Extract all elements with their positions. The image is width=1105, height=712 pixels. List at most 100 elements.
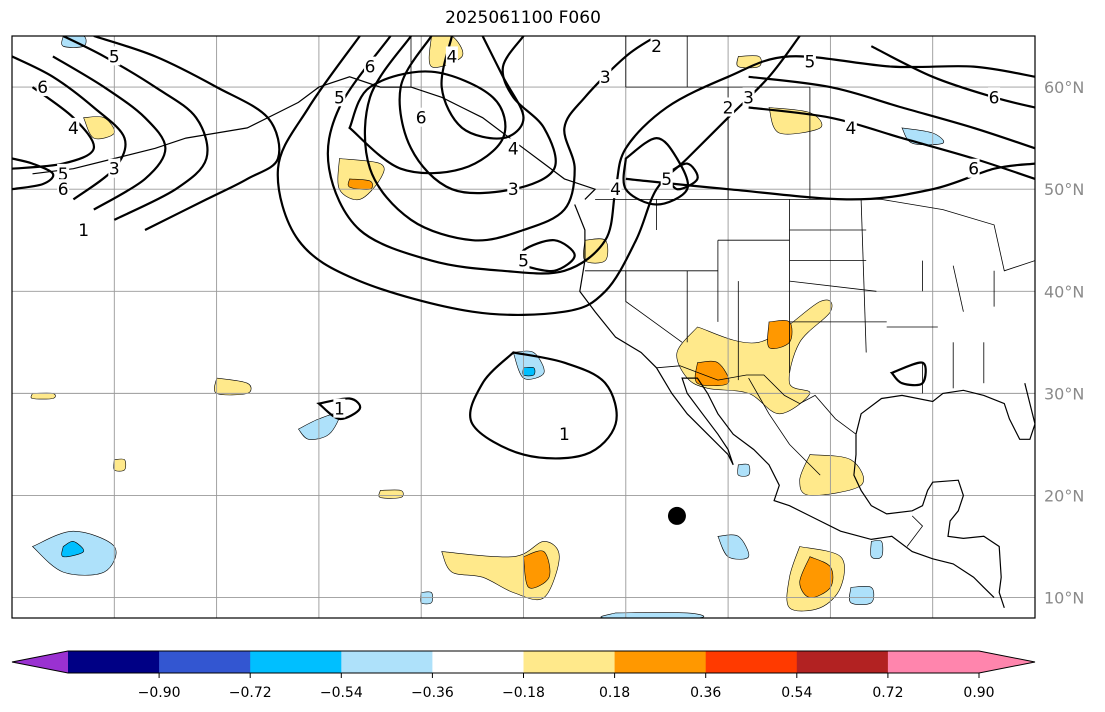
shaded-region [113, 458, 127, 472]
shaded-region [522, 367, 536, 377]
marker-layer [667, 506, 686, 525]
contour-label-knockout [507, 179, 520, 199]
contour-label-knockout [844, 117, 857, 137]
shaded-region [849, 585, 875, 605]
longitude-tick-label: 150°W [292, 627, 347, 630]
colorbar-tick-label: 0.72 [872, 685, 903, 701]
contour-label: 4 [845, 119, 856, 139]
contour-line-1 [889, 361, 927, 387]
contour-label-knockout [609, 179, 622, 199]
contour-line-5 [665, 162, 699, 191]
political-border [625, 270, 683, 343]
contour-label: 1 [78, 221, 89, 241]
shaded-region [30, 392, 56, 400]
colorbar-segment [887, 651, 980, 673]
colorbar-tick-label: 0.90 [963, 685, 994, 701]
contour-line-3 [52, 55, 167, 211]
contour-label-knockout [57, 163, 70, 183]
contour-label: 5 [518, 252, 529, 272]
shaded-field-layer [30, 36, 945, 618]
contour-label: 4 [446, 47, 457, 67]
contour-label-knockout [722, 97, 735, 117]
political-border [952, 265, 964, 312]
coastline [32, 76, 597, 200]
contour-label: 1 [559, 425, 570, 445]
contour-label: 4 [610, 180, 621, 200]
shaded-region [870, 540, 884, 559]
contour-label: 3 [109, 160, 120, 180]
contour-label: 5 [58, 165, 69, 185]
contour-line-6 [348, 70, 507, 175]
colorbar-tick-label: −0.18 [502, 685, 545, 701]
contour-label: 6 [365, 58, 376, 78]
contour-label-knockout [108, 158, 121, 178]
contour-label: 6 [37, 78, 48, 98]
contour-label: 2 [723, 98, 734, 118]
colorbar-segment [250, 651, 342, 673]
contour-label-knockout [988, 87, 1001, 107]
latitude-tick-label: 60°N [1044, 78, 1084, 97]
latitude-tick-label: 40°N [1044, 282, 1084, 301]
colorbar-segment [68, 651, 160, 673]
colorbar-tick-label: 0.36 [690, 685, 721, 701]
colorbar-segment [614, 651, 707, 673]
political-border [656, 365, 857, 435]
contour-label-knockout [333, 398, 346, 418]
longitude-tick-label: 120°W [599, 627, 654, 630]
longitude-tick-label: 90°W [911, 627, 955, 630]
storm-center-marker [667, 506, 686, 525]
contour-label-knockout [967, 158, 980, 178]
contour-label-knockout [67, 117, 80, 137]
contour-label-knockout [57, 179, 70, 199]
colorbar-segment [796, 651, 889, 673]
contour-label-knockout [558, 424, 571, 444]
map-title: 2025061100 F060 [445, 8, 601, 28]
contour-label-knockout [650, 36, 663, 56]
coastline-layer [32, 76, 1035, 608]
contour-line-5 [12, 86, 95, 170]
political-border [860, 199, 867, 353]
colorbar-tick-label: 0.18 [599, 685, 630, 701]
shaded-region [61, 541, 85, 558]
latitude-tick-label: 20°N [1044, 486, 1084, 505]
contour-label-knockout [364, 56, 377, 76]
contour-label-knockout [36, 77, 49, 97]
colorbar-under-arrow [12, 651, 68, 673]
colorbar-ticks: −0.90 −0.72 −0.54 −0.36 −0.18 0.18 0.36 0.54 0.7… [138, 673, 995, 701]
shaded-region [799, 454, 864, 496]
contour-label: 6 [968, 160, 979, 180]
contour-label: 1 [334, 400, 345, 420]
border-layer [410, 36, 1035, 547]
contour-label-knockout [517, 250, 530, 270]
contour-label: 6 [58, 180, 69, 200]
longitude-tick-label: 170°W [87, 627, 142, 630]
contour-label-knockout [742, 87, 755, 107]
latitude-labels: 60°N 50°N 40°N 30°N 20°N 10°N [1044, 78, 1084, 608]
shaded-region [347, 178, 373, 190]
colorbar-tick-label: −0.54 [320, 685, 363, 701]
longitude-labels: 170°W 160°W 150°W 140°W 130°W 120°W 110°W 100°W… [87, 627, 955, 630]
latitude-tick-label: 30°N [1044, 384, 1084, 403]
contour-label-knockout [803, 51, 816, 71]
longitude-tick-label: 100°W [803, 627, 858, 630]
colorbar-outline [11, 650, 1036, 674]
shaded-region [600, 612, 705, 618]
contour-line-1 [93, 36, 281, 231]
shaded-region [512, 350, 545, 380]
contour-line-2 [62, 36, 209, 221]
contour-label: 6 [989, 88, 1000, 108]
colorbar-segment [523, 651, 616, 673]
contour-label-knockout [507, 138, 520, 158]
contour-label-knockout [333, 87, 346, 107]
political-border [748, 377, 821, 476]
colorbar-tick-label: −0.36 [411, 685, 454, 701]
contour-label: 3 [600, 68, 611, 88]
longitude-tick-label: 140°W [394, 627, 449, 630]
colorbar-tick-label: −0.72 [229, 685, 272, 701]
longitude-tick-label: 130°W [496, 627, 551, 630]
colorbar-segments [11, 650, 1036, 674]
contour-label: 4 [508, 139, 519, 159]
contour-line-3 [622, 136, 690, 206]
